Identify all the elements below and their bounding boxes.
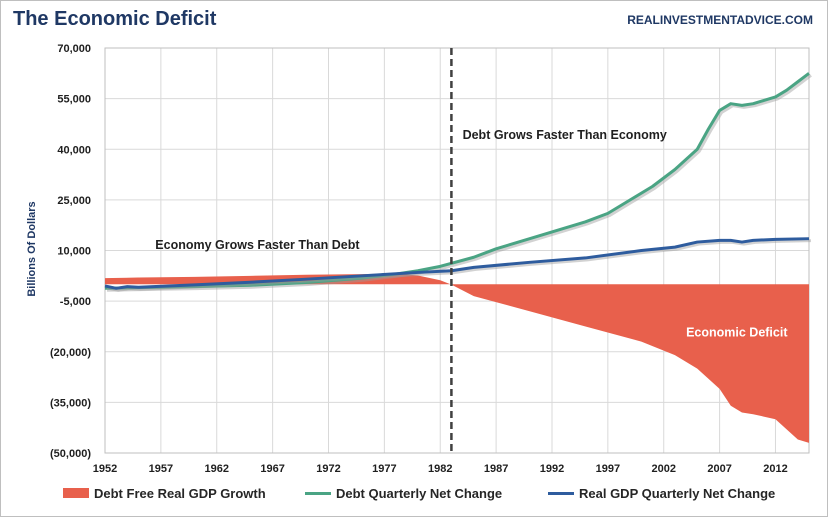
source-label: REALINVESTMENTADVICE.COM xyxy=(627,13,813,27)
annotation-economy-faster: Economy Grows Faster Than Debt xyxy=(155,238,360,252)
y-tick-label: 25,000 xyxy=(57,195,91,207)
series-shadow xyxy=(106,239,812,292)
series-area-debt-free-gdp xyxy=(105,273,809,443)
y-axis-label: Billions Of Dollars xyxy=(26,201,38,296)
plot-border xyxy=(104,47,810,454)
x-tick-label: 2007 xyxy=(707,463,731,475)
x-axis-ticks: 1952 1957 1962 1967 1972 1977 1982 1987 1992 1997… xyxy=(93,463,788,475)
x-tick-label: 1972 xyxy=(316,463,340,475)
y-tick-label: 10,000 xyxy=(57,246,91,258)
line-layer xyxy=(104,72,812,292)
x-tick-label: 1992 xyxy=(540,463,564,475)
x-tick-label: 1952 xyxy=(93,463,117,475)
legend-swatch-line xyxy=(548,491,574,495)
legend-item-real-gdp-change: Real GDP Quarterly Net Change xyxy=(548,483,775,503)
y-tick-label: (20,000) xyxy=(50,347,91,359)
y-axis-ticks: 70,000 55,000 40,000 25,000 10,000 -5,000 (20,… xyxy=(50,43,91,460)
area-layer xyxy=(105,273,809,443)
x-tick-label: 1987 xyxy=(484,463,508,475)
legend-swatch-line xyxy=(305,491,331,495)
legend-swatch-area xyxy=(63,488,89,498)
y-tick-label: 40,000 xyxy=(57,144,91,156)
legend-item-debt-change: Debt Quarterly Net Change xyxy=(305,483,502,503)
chart-title: The Economic Deficit xyxy=(13,8,217,30)
x-tick-label: 1997 xyxy=(596,463,620,475)
annotation-debt-faster: Debt Grows Faster Than Economy xyxy=(463,128,667,142)
x-tick-label: 1967 xyxy=(260,463,284,475)
x-tick-label: 1957 xyxy=(149,463,173,475)
legend-label: Debt Free Real GDP Growth xyxy=(94,485,266,501)
x-tick-label: 1982 xyxy=(428,463,452,475)
series-line-debt-change xyxy=(104,72,810,290)
y-tick-label: (35,000) xyxy=(50,397,91,409)
x-tick-label: 1977 xyxy=(372,463,396,475)
legend-label: Real GDP Quarterly Net Change xyxy=(579,485,776,501)
y-tick-label: 70,000 xyxy=(57,43,91,55)
legend-item-debt-free-gdp: Debt Free Real GDP Growth xyxy=(63,483,266,503)
x-tick-label: 1962 xyxy=(205,463,229,475)
legend-label: Debt Quarterly Net Change xyxy=(336,485,503,501)
y-tick-label: -5,000 xyxy=(60,296,91,308)
x-tick-label: 2012 xyxy=(763,463,787,475)
series-line-real-gdp-change xyxy=(104,237,810,290)
y-tick-label: 55,000 xyxy=(57,94,91,106)
legend: Debt Free Real GDP Growth Debt Quarterly… xyxy=(1,483,827,503)
y-tick-label: (50,000) xyxy=(50,448,91,460)
series-shadow xyxy=(106,74,812,292)
annotation-economic-deficit: Economic Deficit xyxy=(686,326,788,340)
x-tick-label: 2002 xyxy=(651,463,675,475)
